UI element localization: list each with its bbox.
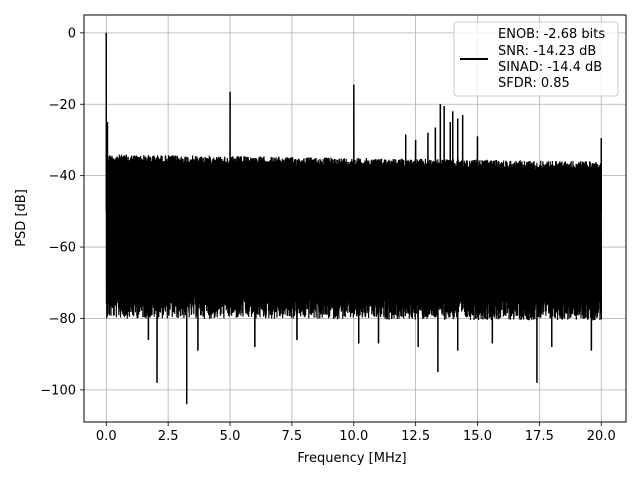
x-tick-label: 2.5 [158, 429, 179, 444]
x-tick-label: 15.0 [463, 429, 492, 444]
x-axis-ticks: 0.0 2.5 5.0 7.5 10.0 12.5 15.0 17.5 20.0 [96, 422, 616, 444]
legend-entry-enob: ENOB: -2.68 bits [498, 27, 605, 42]
y-tick-label: −20 [49, 98, 76, 113]
y-axis-ticks: 0 −20 −40 −60 −80 −100 [40, 26, 84, 398]
x-tick-label: 20.0 [587, 429, 616, 444]
axes-frame [83, 14, 627, 423]
legend-entry-snr: SNR: -14.23 dB [498, 44, 596, 59]
y-tick-label: 0 [68, 26, 76, 41]
plot-area [105, 32, 602, 405]
legend-entry-sinad: SINAD: -14.4 dB [498, 60, 602, 75]
x-tick-label: 5.0 [220, 429, 241, 444]
legend-entry-sfdr: SFDR: 0.85 [498, 76, 570, 91]
y-tick-label: −60 [49, 241, 76, 256]
x-tick-label: 12.5 [401, 429, 430, 444]
y-tick-label: −100 [40, 383, 76, 398]
x-tick-label: 7.5 [282, 429, 303, 444]
legend-box [453, 21, 619, 97]
legend: ENOB: -2.68 bits SNR: -14.23 dB SINAD: -… [453, 21, 619, 97]
x-tick-label: 17.5 [525, 429, 554, 444]
x-axis-label: Frequency [MHz] [297, 451, 406, 466]
x-tick-label: 10.0 [339, 429, 368, 444]
y-tick-label: −80 [49, 312, 76, 327]
y-tick-label: −40 [49, 169, 76, 184]
y-axis-label: PSD [dB] [14, 189, 29, 247]
x-tick-label: 0.0 [96, 429, 117, 444]
